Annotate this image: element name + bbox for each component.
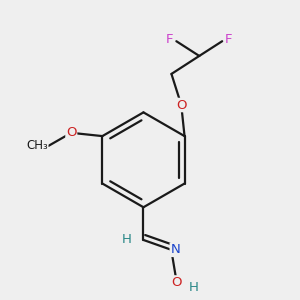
Text: CH₃: CH₃: [26, 140, 48, 152]
Text: O: O: [66, 126, 76, 139]
Text: N: N: [170, 243, 180, 256]
Text: F: F: [166, 33, 174, 46]
Text: O: O: [171, 276, 181, 289]
Text: H: H: [189, 281, 199, 294]
Text: H: H: [122, 233, 132, 247]
Text: F: F: [225, 33, 232, 46]
Text: O: O: [176, 98, 187, 112]
